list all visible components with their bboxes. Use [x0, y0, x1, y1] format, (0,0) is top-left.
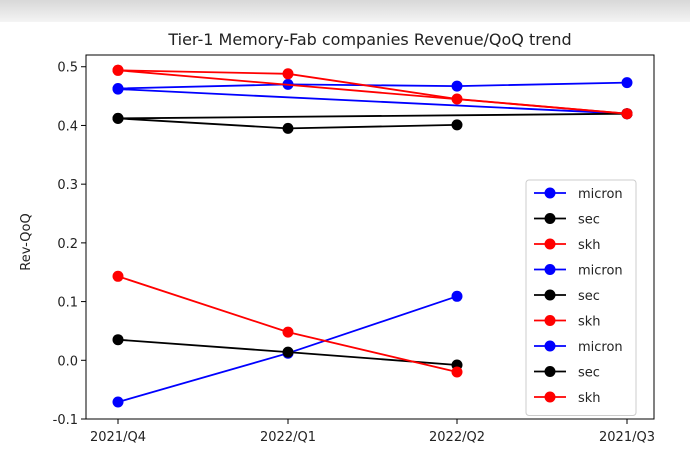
data-point: [621, 77, 633, 89]
data-point: [621, 108, 633, 120]
y-tick-label: -0.1: [53, 413, 78, 428]
data-point: [112, 270, 124, 282]
legend-swatch-marker: [544, 315, 556, 326]
data-point: [282, 122, 294, 134]
series-line: [117, 88, 628, 115]
plot-frame: [85, 54, 655, 420]
legend-entry: micron: [534, 264, 623, 279]
y-axis-label: Rev-QoQ: [19, 213, 34, 270]
legend: micron sec skh micron sec skh micron sec skh: [525, 179, 637, 416]
series-line: [117, 81, 628, 90]
data-point: [282, 68, 294, 80]
y-tick-label: 0.1: [57, 296, 78, 311]
data-point: [451, 366, 463, 378]
data-point: [282, 326, 294, 338]
data-point: [112, 112, 124, 124]
legend-label: sec: [578, 289, 600, 304]
legend-label: micron: [578, 187, 623, 202]
legend-entry: sec: [534, 213, 600, 228]
legend-swatch-marker: [544, 366, 556, 377]
legend-swatch-marker: [544, 264, 556, 275]
legend-swatch-marker: [544, 391, 556, 403]
legend-swatch-marker: [544, 238, 556, 250]
legend-entry: sec: [534, 289, 600, 304]
series-layer: [112, 64, 633, 408]
series-skh-8: [112, 270, 463, 378]
data-point: [282, 346, 294, 358]
x-tick-label: 2022/Q1: [260, 430, 316, 445]
x-tick-label: 2021/Q3: [599, 430, 655, 445]
data-point: [451, 290, 463, 302]
legend-label: skh: [578, 391, 601, 406]
y-tick-label: 0.4: [57, 119, 78, 134]
legend-label: micron: [578, 340, 623, 355]
legend-swatch-marker: [544, 213, 556, 224]
data-point: [451, 80, 463, 92]
series-sec-7: [112, 334, 463, 371]
data-point: [112, 396, 124, 408]
legend-entry: sec: [534, 366, 600, 381]
y-tick-label: 0.2: [57, 237, 78, 252]
legend-entry: micron: [534, 187, 623, 202]
data-point: [451, 119, 463, 131]
x-tick-label: 2022/Q2: [429, 430, 485, 445]
legend-entry: skh: [534, 238, 601, 253]
legend-label: sec: [578, 213, 600, 228]
data-point: [112, 83, 124, 95]
y-tick-label: 0.3: [57, 178, 78, 193]
legend-label: sec: [578, 366, 600, 381]
legend-box: [525, 179, 637, 416]
chart-title: Tier-1 Memory-Fab companies Revenue/QoQ …: [167, 30, 571, 49]
y-tick-label: 0.5: [57, 61, 78, 76]
legend-label: skh: [578, 315, 601, 330]
data-point: [112, 64, 124, 76]
y-tick-label: 0.0: [57, 354, 78, 369]
legend-swatch-marker: [544, 340, 556, 352]
legend-entry: skh: [534, 391, 601, 406]
window-top-bar: [0, 0, 690, 22]
legend-label: skh: [578, 238, 601, 253]
legend-entry: skh: [534, 315, 601, 330]
data-point: [112, 334, 124, 346]
series-line: [117, 69, 628, 115]
legend-swatch-marker: [544, 289, 556, 301]
series-line: [117, 112, 628, 120]
axis-layer: -0.1 0.0 0.1 0.2 0.3 0.4 0.5 2021/Q4 2022/Q1 2022…: [53, 54, 655, 445]
series-skh-5: [112, 64, 633, 120]
legend-entry: micron: [534, 340, 623, 355]
legend-swatch-marker: [544, 187, 556, 199]
legend-label: micron: [578, 264, 623, 279]
x-tick-label: 2021/Q4: [90, 430, 146, 445]
